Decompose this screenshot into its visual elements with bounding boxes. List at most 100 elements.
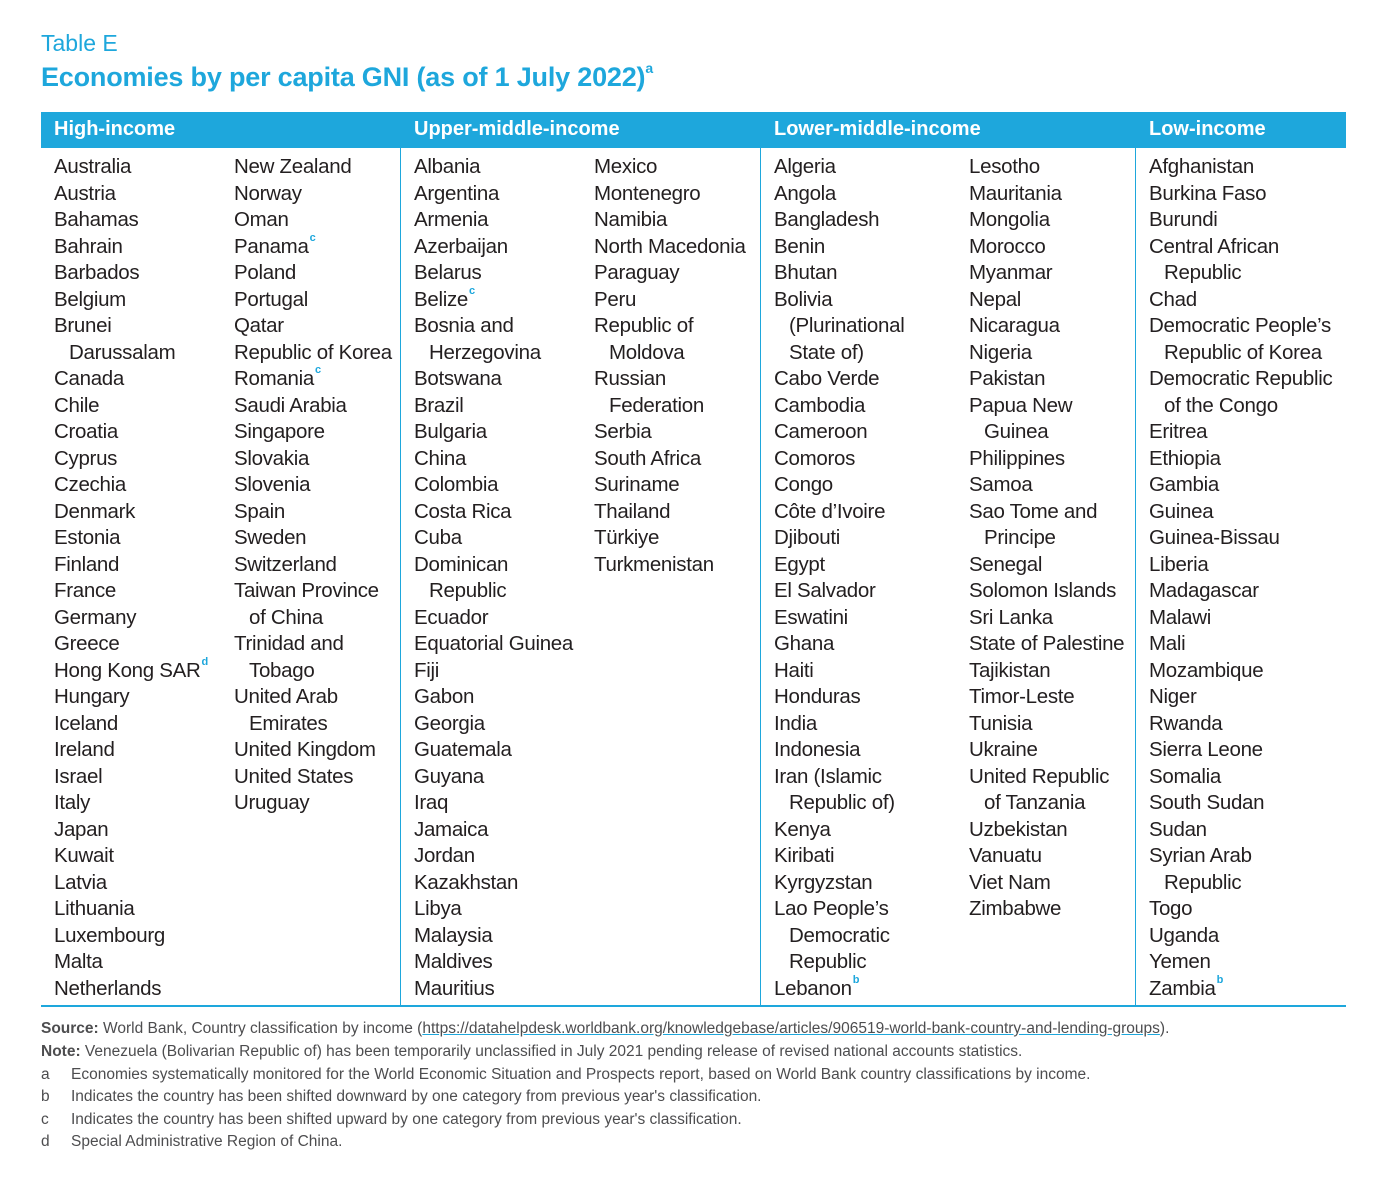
country-name: Japan <box>54 817 208 844</box>
country-name: Republic of Korea <box>234 340 392 367</box>
country-label: State of Palestine <box>969 632 1125 655</box>
country-label: Malta <box>54 950 103 973</box>
country-name: Gabon <box>414 684 573 711</box>
country-label: Qatar <box>234 314 284 337</box>
country-name: Ghana <box>774 631 904 658</box>
country-label: Sri Lanka <box>969 605 1053 629</box>
country-name: Burundi <box>1149 207 1332 234</box>
country-name: Senegal <box>969 552 1124 579</box>
country-label: Chile <box>54 393 100 417</box>
country-name: Benin <box>774 234 904 261</box>
country-label: Denmark <box>54 499 136 523</box>
country-label: Oman <box>234 208 289 231</box>
country-name: Kiribati <box>774 843 904 870</box>
country-label: Niger <box>1149 685 1197 708</box>
country-name: Bahamas <box>54 207 208 234</box>
country-label: Israel <box>54 764 103 788</box>
country-name: Bangladesh <box>774 207 904 234</box>
country-name: Eswatini <box>774 605 904 632</box>
country-name: Estonia <box>54 525 208 552</box>
country-label: Thailand <box>594 499 671 523</box>
country-name: Syrian Arab <box>1149 843 1332 870</box>
country-name: Colombia <box>414 472 573 499</box>
country-name: Taiwan Province <box>234 578 392 605</box>
country-label: Afghanistan <box>1149 155 1254 178</box>
country-label: Greece <box>54 632 120 655</box>
country-label: Burkina Faso <box>1149 181 1267 205</box>
country-label: South Africa <box>594 446 701 470</box>
country-name-continuation: State of) <box>774 340 904 367</box>
country-label: Pakistan <box>969 367 1046 390</box>
country-label: Tajikistan <box>969 658 1051 682</box>
source-line: Source: World Bank, Country classificati… <box>41 1020 1169 1038</box>
footnote-letter: b <box>41 1088 50 1105</box>
country-name: Indonesia <box>774 737 904 764</box>
country-name: Niger <box>1149 684 1332 711</box>
country-label: Lao People’s <box>774 897 889 920</box>
country-name: Denmark <box>54 499 208 526</box>
country-name: Democratic People’s <box>1149 313 1332 340</box>
country-name: Kyrgyzstan <box>774 870 904 897</box>
country-label: Vanuatu <box>969 844 1042 867</box>
source-text: World Bank, Country classification by in… <box>98 1020 423 1037</box>
country-name: Vanuatu <box>969 843 1124 870</box>
country-label: Chad <box>1149 287 1197 311</box>
country-name: Namibia <box>594 207 746 234</box>
country-name-continuation: Republic of) <box>774 790 904 817</box>
footnote-text: Special Administrative Region of China. <box>71 1133 343 1150</box>
country-label: Liberia <box>1149 552 1209 576</box>
country-label: Viet Nam <box>969 870 1051 894</box>
source-link[interactable]: https://datahelpdesk.worldbank.org/knowl… <box>422 1020 1160 1037</box>
country-label: Sweden <box>234 526 307 549</box>
country-name: Argentina <box>414 181 573 208</box>
country-name: Haiti <box>774 658 904 685</box>
country-name: Zambiab <box>1149 974 1332 1003</box>
country-name: Guinea-Bissau <box>1149 525 1332 552</box>
country-name: Barbados <box>54 260 208 287</box>
country-label: Türkiye <box>594 526 660 549</box>
footnote-marker: b <box>852 973 860 986</box>
country-label: Haiti <box>774 658 814 682</box>
footnote-text: Indicates the country has been shifted u… <box>71 1111 742 1128</box>
country-name: Lithuania <box>54 896 208 923</box>
country-label: Djibouti <box>774 526 840 549</box>
country-label: Kuwait <box>54 844 114 867</box>
country-name: Singapore <box>234 419 392 446</box>
country-label: Belarus <box>414 261 482 284</box>
country-name: Zimbabwe <box>969 896 1124 923</box>
country-name: India <box>774 711 904 738</box>
country-label: Samoa <box>969 473 1033 496</box>
country-name: Rwanda <box>1149 711 1332 738</box>
country-name: Saudi Arabia <box>234 393 392 420</box>
country-label: Iceland <box>54 711 119 735</box>
country-label: Emirates <box>249 711 328 735</box>
country-label: Slovenia <box>234 473 311 496</box>
country-name: Malta <box>54 949 208 976</box>
country-label: Armenia <box>414 208 489 231</box>
country-label: Australia <box>54 155 132 178</box>
footnote-text: Economies systematically monitored for t… <box>71 1066 1091 1083</box>
country-name-continuation: Darussalam <box>54 340 208 367</box>
country-name: United States <box>234 764 392 791</box>
country-name: Kenya <box>774 817 904 844</box>
country-name: Malaysia <box>414 923 573 950</box>
country-label: Principe <box>984 526 1056 549</box>
country-label: Bahrain <box>54 234 123 258</box>
country-name: Cabo Verde <box>774 366 904 393</box>
country-name: Gambia <box>1149 472 1332 499</box>
country-name: Azerbaijan <box>414 234 573 261</box>
low-income-list: Afghanistan Burkina Faso Burundi Central Af… <box>1149 154 1333 1003</box>
country-label: Bulgaria <box>414 420 487 443</box>
country-name: Iran (Islamic <box>774 764 904 791</box>
country-name: Belarus <box>414 260 573 287</box>
country-name: Poland <box>234 260 392 287</box>
country-name: Côte d’Ivoire <box>774 499 904 526</box>
country-name: Mongolia <box>969 207 1124 234</box>
country-name-continuation: (Plurinational <box>774 313 905 340</box>
country-name: Hong Kong SARd <box>54 656 208 685</box>
lower-middle-income-list-2: Lesotho Mauritania Mongolia Morocco Myanmar N… <box>969 154 1125 923</box>
country-label: Egypt <box>774 552 825 576</box>
country-name: Egypt <box>774 552 904 579</box>
country-name-continuation: Republic <box>414 578 573 605</box>
country-label: Darussalam <box>69 340 176 364</box>
